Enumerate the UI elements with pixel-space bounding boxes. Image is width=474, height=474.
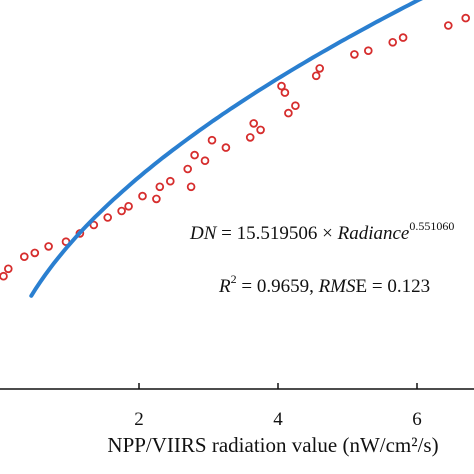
x-axis-ticks: 2 4 6 [134, 383, 422, 430]
equation-exponent: 0.551060 [409, 219, 454, 233]
data-point [291, 101, 300, 110]
data-point [44, 242, 53, 251]
data-point [190, 150, 199, 160]
data-point [280, 88, 290, 97]
data-point [398, 33, 408, 42]
equation-coefficient: = 15.519506 × [216, 223, 337, 244]
fit-equation: DN = 15.519506 × Radiance0.551060 [189, 219, 454, 244]
x-tick-label: 6 [412, 409, 422, 430]
data-point [350, 50, 359, 59]
data-point [249, 119, 259, 128]
data-point [186, 182, 196, 192]
data-point [183, 164, 193, 174]
data-point [138, 191, 147, 201]
x-tick-label: 2 [134, 409, 144, 430]
data-point [200, 156, 210, 166]
data-point [245, 133, 255, 142]
fit-statistics: R2 = 0.9659, RMSE = 0.123 [218, 272, 430, 297]
data-point [166, 176, 175, 186]
r-squared-superscript: 2 [231, 272, 237, 286]
data-point [461, 13, 471, 23]
x-tick-label: 4 [273, 409, 283, 430]
data-point [117, 206, 126, 216]
data-point [388, 37, 398, 47]
data-point [277, 81, 286, 91]
fit-curve [29, 0, 423, 298]
data-point [4, 264, 13, 274]
data-point [155, 182, 165, 192]
data-point [256, 125, 265, 135]
r-squared-symbol: R [218, 276, 231, 297]
data-point [103, 213, 112, 222]
data-point [207, 135, 217, 145]
data-point [311, 71, 321, 81]
r-squared-value: = 0.9659, [237, 276, 319, 297]
rmse-value: E = 0.123 [356, 276, 431, 297]
data-point [315, 64, 325, 73]
data-point [152, 194, 161, 204]
data-point [89, 220, 99, 230]
data-point [0, 271, 8, 281]
data-point [221, 143, 231, 152]
data-point [30, 248, 40, 258]
data-point [443, 21, 453, 30]
data-point [284, 108, 293, 118]
rmse-symbol: RMS [318, 276, 356, 297]
equation-lhs: DN [189, 223, 218, 244]
equation-variable: Radiance [337, 223, 410, 244]
data-point [124, 202, 133, 211]
x-axis-label: NPP/VIIRS radiation value (nW/cm²/s) [107, 433, 438, 457]
data-point [19, 252, 29, 262]
scatter-points [0, 13, 471, 281]
data-point [363, 46, 373, 55]
